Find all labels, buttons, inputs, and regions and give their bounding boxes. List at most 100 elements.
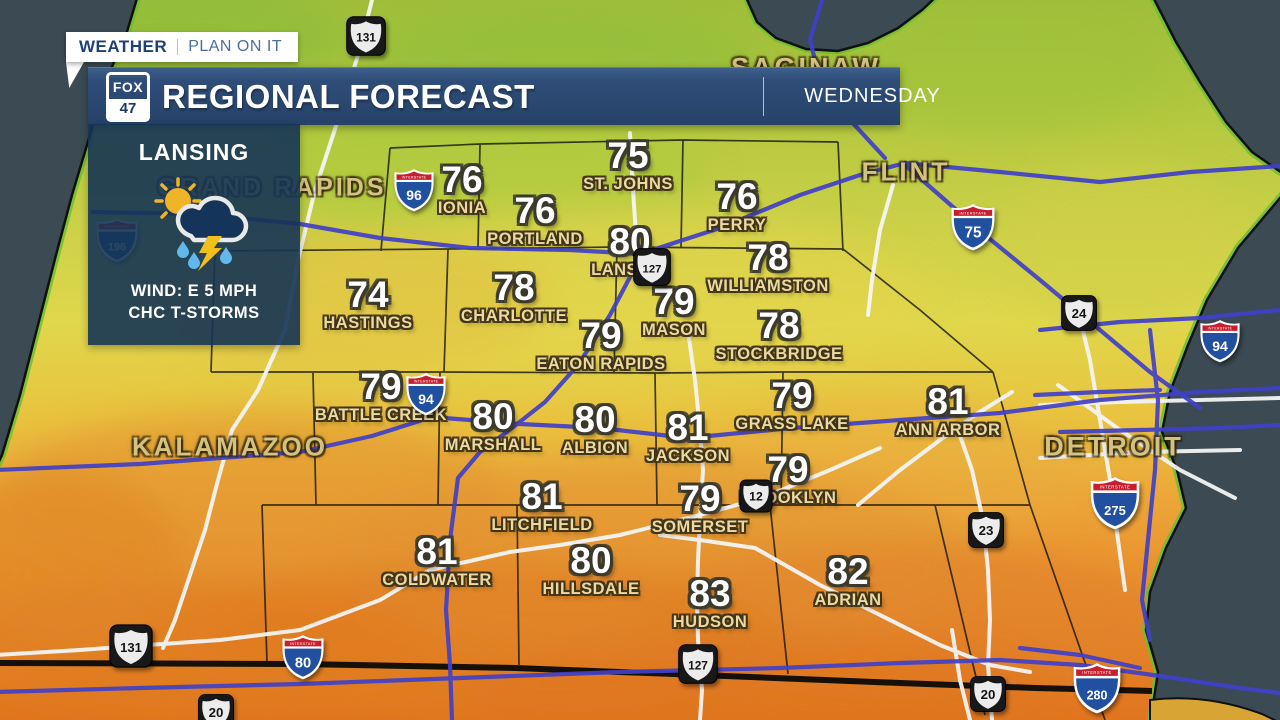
temp-value: 80	[570, 540, 612, 581]
station-eaton-rapids: 79 EATON RAPIDS	[536, 317, 665, 373]
svg-text:94: 94	[1212, 338, 1228, 354]
temp-value: 76	[716, 176, 758, 217]
weather-condition-icon	[134, 176, 254, 272]
fox-logo-number: 47	[109, 98, 147, 119]
tab-divider	[177, 39, 179, 55]
station-somerset: 79 SOMERSET	[652, 480, 749, 536]
shield-i-96: INTERSTATE 96	[393, 168, 435, 212]
svg-text:INTERSTATE: INTERSTATE	[1082, 670, 1111, 675]
station-portland: 76 PORTLAND	[487, 192, 583, 248]
city-label: ST. JOHNS	[583, 175, 673, 193]
temp-value: 79	[653, 281, 695, 322]
temp-value: 79	[767, 449, 809, 490]
station-battle-creek: 79 BATTLE CREEK	[315, 368, 447, 424]
shield-us-23: 23	[967, 511, 1005, 549]
city-label: HUDSON	[672, 613, 748, 631]
temp-value: 74	[347, 274, 389, 315]
metro-label-flint: FLINT	[861, 156, 951, 187]
shield-us-127: 127	[632, 247, 672, 287]
station-hillsdale: 80 HILLSDALE	[542, 542, 639, 598]
shield-us-24: 24	[1060, 294, 1098, 332]
svg-text:INTERSTATE: INTERSTATE	[1100, 485, 1131, 490]
shield-i-94: INTERSTATE 94	[405, 372, 447, 416]
shield-i-94: INTERSTATE 94	[1199, 319, 1241, 363]
station-williamston: 78 WILLIAMSTON	[707, 239, 829, 295]
svg-text:75: 75	[964, 225, 982, 242]
station-albion: 80 ALBION	[562, 401, 628, 457]
banner-divider	[763, 77, 764, 116]
svg-text:127: 127	[688, 659, 708, 673]
temp-value: 78	[747, 237, 789, 278]
temp-value: 81	[927, 381, 969, 422]
temp-value: 78	[758, 305, 800, 346]
city-label: MARSHALL	[444, 436, 542, 454]
svg-text:INTERSTATE: INTERSTATE	[414, 379, 439, 383]
city-label: CHARLOTTE	[460, 307, 568, 325]
shield-us-131: 131	[345, 15, 387, 57]
temp-value: 79	[360, 366, 402, 407]
shield-us-20: 20	[969, 675, 1007, 713]
panel-condition: CHC T-STORMS	[128, 304, 260, 322]
svg-text:INTERSTATE: INTERSTATE	[1208, 326, 1233, 330]
station-st-johns: 75 ST. JOHNS	[583, 137, 673, 193]
svg-text:23: 23	[979, 523, 994, 538]
temp-value: 81	[416, 531, 458, 572]
city-label: STOCKBRIDGE	[715, 345, 843, 363]
saginaw-bay	[743, 0, 938, 55]
shield-i-80: INTERSTATE 80	[281, 634, 325, 680]
station-mason: 79 MASON	[642, 283, 706, 339]
shield-us-131: 131	[108, 623, 154, 669]
svg-text:131: 131	[120, 640, 142, 655]
station-grass-lake: 79 GRASS LAKE	[735, 377, 848, 433]
forecast-day: WEDNESDAY	[804, 85, 941, 107]
shield-i-75: INTERSTATE 75	[950, 203, 996, 251]
station-hastings: 74 HASTINGS	[323, 276, 412, 332]
svg-text:24: 24	[1072, 306, 1087, 321]
lake-michigan	[0, 0, 141, 469]
station-hudson: 83 HUDSON	[673, 575, 748, 631]
temp-value: 76	[514, 190, 556, 231]
lake-huron	[1150, 0, 1280, 177]
temp-value: 81	[521, 476, 563, 517]
page-title: REGIONAL FORECAST	[162, 77, 535, 115]
city-label: JACKSON	[645, 447, 731, 465]
svg-text:20: 20	[209, 705, 224, 720]
svg-text:94: 94	[418, 391, 434, 407]
temp-value: 81	[667, 407, 709, 448]
temp-value: 78	[493, 267, 535, 308]
station-charlotte: 78 CHARLOTTE	[461, 269, 567, 325]
lansing-forecast-panel: LANSING WIND: E 5 MPH CHC	[88, 124, 300, 345]
station-stockbridge: 78 STOCKBRIDGE	[715, 307, 842, 363]
station-perry: 76 PERRY	[708, 178, 767, 234]
svg-text:20: 20	[981, 687, 996, 702]
title-banner: FOX 47 REGIONAL FORECAST WEDNESDAY	[88, 67, 940, 125]
city-label: LITCHFIELD	[491, 516, 593, 534]
panel-wind: WIND: E 5 MPH	[130, 282, 258, 300]
city-label: GRASS LAKE	[735, 415, 849, 433]
svg-text:80: 80	[295, 655, 311, 671]
temp-value: 83	[689, 573, 731, 614]
svg-text:275: 275	[1104, 503, 1126, 518]
svg-text:12: 12	[749, 490, 763, 504]
svg-text:INTERSTATE: INTERSTATE	[402, 175, 427, 179]
shield-us-127: 127	[677, 643, 719, 685]
city-label: EATON RAPIDS	[536, 355, 666, 373]
svg-text:280: 280	[1087, 689, 1108, 703]
city-label: MASON	[642, 321, 706, 339]
city-label: HASTINGS	[323, 314, 413, 332]
svg-text:INTERSTATE: INTERSTATE	[959, 211, 986, 215]
cloud-icon	[175, 195, 249, 243]
temp-value: 79	[679, 478, 721, 519]
raindrops-icon	[177, 241, 232, 269]
metro-label-kalamazoo: KALAMAZOO	[132, 431, 328, 462]
city-label: SOMERSET	[651, 518, 749, 536]
temp-value: 80	[472, 396, 514, 437]
fox47-logo: FOX 47	[106, 71, 150, 122]
shield-us-12: 12	[739, 479, 774, 514]
temp-value: 79	[580, 315, 622, 356]
lightning-icon	[198, 236, 222, 271]
svg-text:96: 96	[406, 187, 422, 203]
